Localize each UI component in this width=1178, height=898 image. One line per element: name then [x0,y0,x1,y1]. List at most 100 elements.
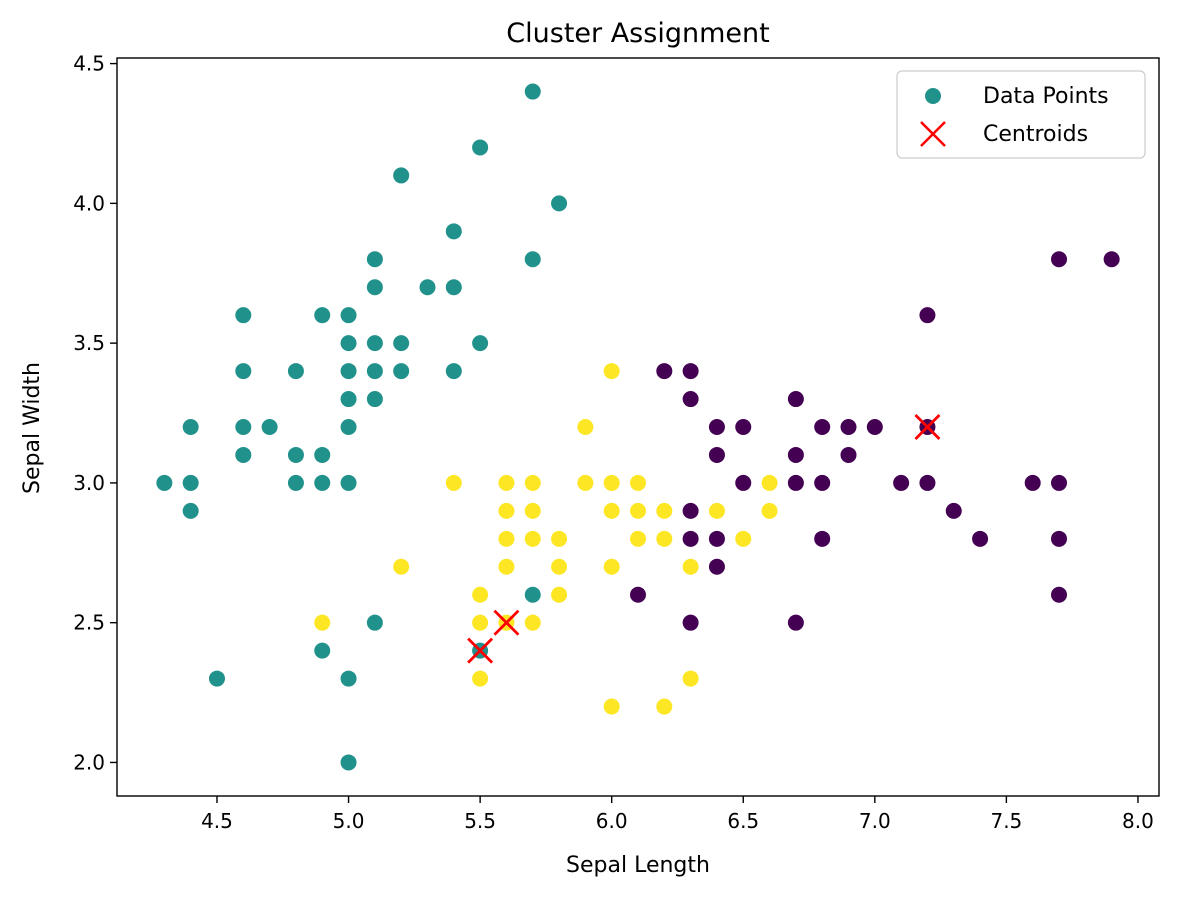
data-point [340,754,357,771]
data-point [182,419,199,435]
y-tick-label: 2.0 [73,750,105,774]
legend: Data Points Centroids [896,70,1146,159]
data-point [708,530,725,547]
x-tick-label: 5.5 [464,809,496,833]
data-point [393,167,410,184]
data-point [524,586,541,603]
y-tick-label: 3.0 [73,471,105,495]
data-point [551,586,568,603]
data-point [393,335,410,352]
axis-ticks: 4.5 5.0 5.5 6.0 6.5 7.0 7.5 8.0 2.0 2.5 3.0 3.5 4.0 4… [73,52,1154,833]
data-point [708,502,725,519]
centroid-markers [467,414,941,664]
y-tick-label: 4.0 [73,191,105,215]
data-point [919,474,936,491]
legend-data-points-marker [925,88,941,104]
data-point [524,474,541,491]
x-tick-label: 7.0 [859,809,891,833]
legend-centroids-marker [920,121,946,147]
data-point [814,419,831,435]
data-point [972,530,989,547]
legend-box [896,70,1146,159]
data-point [340,391,357,408]
data-point [314,446,331,463]
data-point [1051,251,1068,268]
data-point [682,670,699,687]
data-point [366,279,383,296]
chart-title: Cluster Assignment [506,18,769,49]
data-point [366,335,383,352]
data-point [445,279,462,296]
data-point [682,502,699,519]
data-point [393,558,410,575]
data-point [656,530,673,547]
y-axis-label: Sepal Width [20,362,45,494]
data-point [735,474,752,491]
data-point [366,391,383,408]
data-point [235,419,252,435]
data-point [235,446,252,463]
data-point [366,251,383,268]
data-point [340,670,357,687]
data-point [630,502,646,519]
data-point [472,670,489,687]
data-point [735,530,752,547]
data-point [524,530,541,547]
data-point [630,530,646,547]
data-point [208,670,225,687]
data-point [787,446,804,463]
data-point [735,419,752,435]
data-point [1051,474,1068,491]
data-point [656,698,673,715]
x-tick-label: 5.0 [333,809,365,833]
data-point [445,474,462,491]
data-point [1024,474,1041,491]
centroid-marker [493,609,520,636]
x-tick-label: 8.0 [1122,809,1154,833]
data-point [893,474,910,491]
data-point [235,307,252,324]
data-point [314,474,331,491]
data-point [682,558,699,575]
data-point [551,195,568,212]
data-point [287,363,304,380]
data-point [524,502,541,519]
data-point [551,558,568,575]
data-point [603,698,620,715]
x-tick-label: 4.5 [201,809,233,833]
data-point [708,446,725,463]
data-point [340,419,357,435]
data-point [787,474,804,491]
y-tick-label: 4.5 [73,52,105,76]
data-point [945,502,962,519]
data-point [235,363,252,380]
data-point [340,474,357,491]
data-point [682,391,699,408]
data-point [287,446,304,463]
data-point [340,307,357,324]
x-tick-label: 6.5 [727,809,759,833]
data-point [472,614,489,631]
data-point [682,530,699,547]
data-point [656,363,673,380]
data-point [1051,530,1068,547]
data-point [314,307,331,324]
legend-data-points-label: Data Points [983,84,1109,109]
data-point [761,474,778,491]
data-point [498,530,515,547]
data-point [603,502,620,519]
data-point [340,363,357,380]
centroid-marker [467,637,494,664]
centroid-marker [914,414,941,440]
data-point [472,139,489,156]
data-point [419,279,436,296]
data-point [314,614,331,631]
data-point [840,419,857,435]
data-point [656,502,673,519]
data-point [393,363,410,380]
data-point [445,223,462,240]
data-point [261,419,278,435]
data-point [919,307,936,324]
data-point [182,474,199,491]
